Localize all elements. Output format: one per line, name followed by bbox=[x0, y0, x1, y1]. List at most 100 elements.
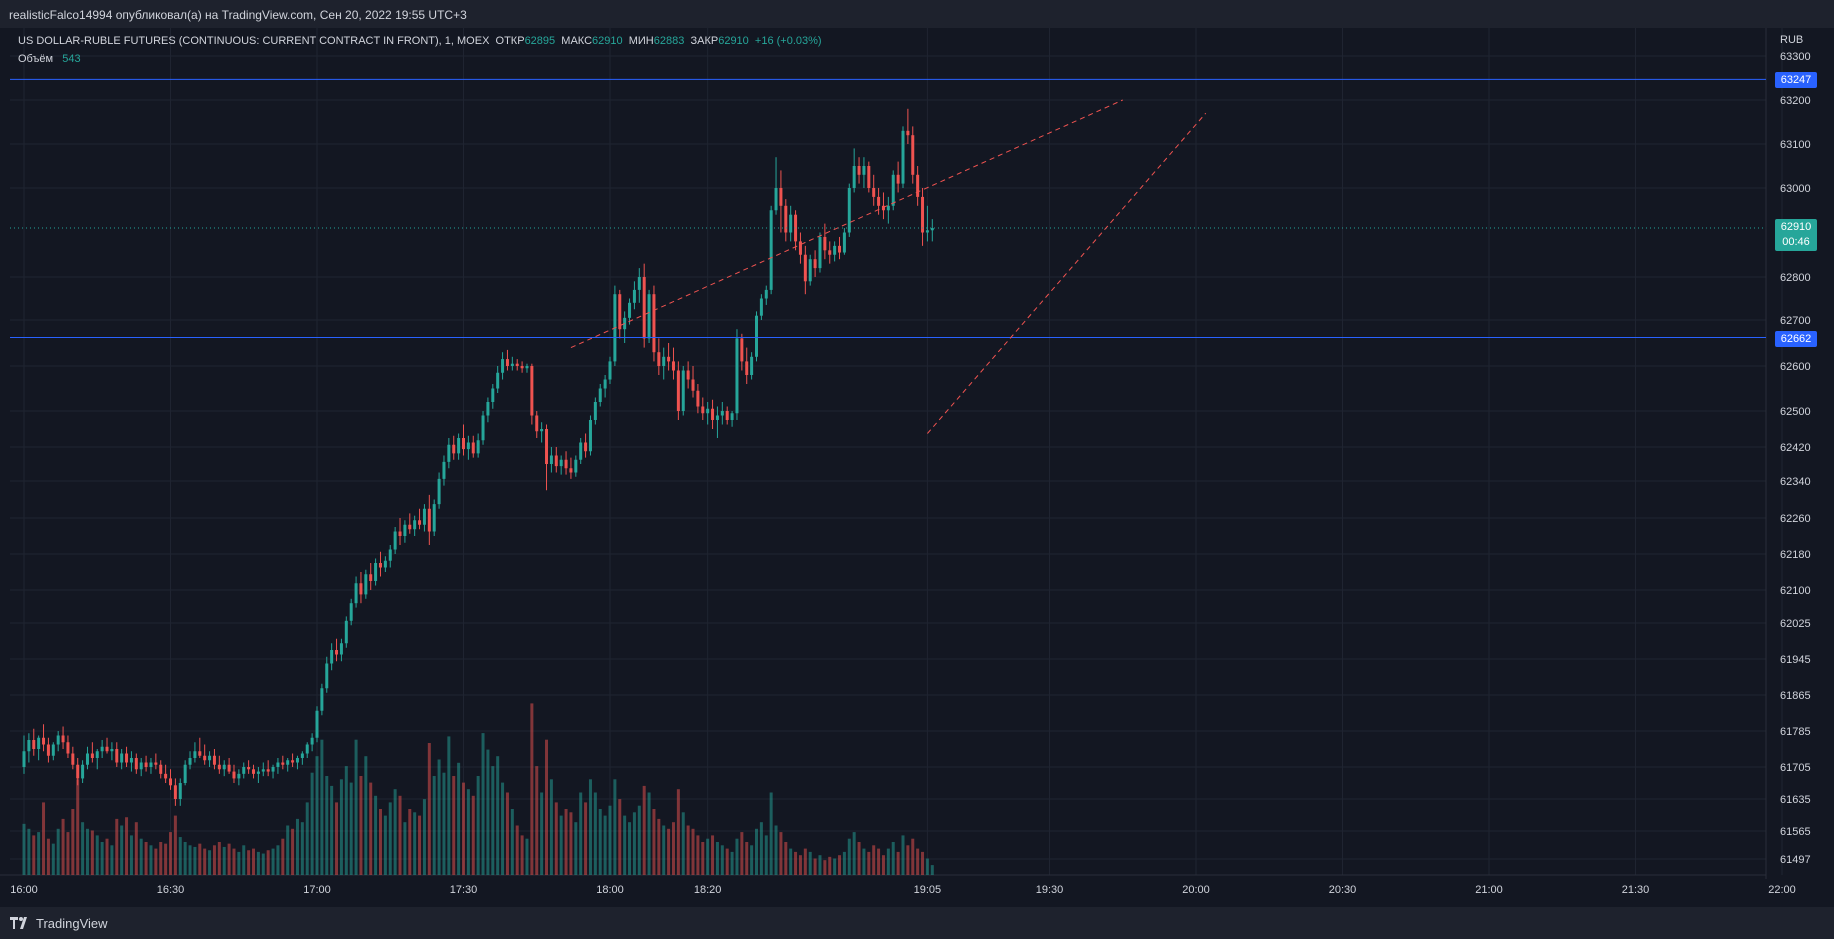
candle-body bbox=[530, 366, 534, 416]
volume-bar bbox=[911, 838, 915, 875]
candle-body bbox=[281, 762, 285, 765]
candle-body bbox=[437, 478, 441, 505]
price-tick-label: 62700 bbox=[1780, 315, 1811, 327]
volume-bar bbox=[813, 858, 817, 875]
volume-bar bbox=[755, 828, 758, 875]
volume-bar bbox=[462, 782, 465, 875]
candle-body bbox=[725, 411, 729, 420]
candle-body bbox=[222, 764, 226, 770]
volume-bar bbox=[676, 789, 680, 875]
candle-body bbox=[652, 294, 656, 353]
volume-bar bbox=[618, 799, 622, 875]
candle-body bbox=[486, 402, 490, 416]
volume-bar bbox=[549, 779, 553, 875]
volume-bar bbox=[637, 805, 641, 875]
candle-body bbox=[564, 459, 568, 469]
price-chart[interactable]: 63300 63200 63100 63000 62800 62700 62600 62500… bbox=[0, 28, 1834, 907]
candle-body bbox=[642, 277, 646, 339]
volume-bar bbox=[46, 838, 50, 875]
candle-body bbox=[242, 767, 246, 774]
volume-bar bbox=[281, 838, 285, 875]
volume-bar bbox=[427, 743, 431, 875]
tradingview-logo[interactable]: TradingView bbox=[10, 914, 108, 932]
candle-body bbox=[393, 531, 397, 550]
volume-bar bbox=[408, 809, 412, 875]
candle-body bbox=[466, 442, 470, 450]
high-value: 62910 bbox=[592, 35, 623, 47]
candle-body bbox=[549, 455, 553, 464]
candle-body bbox=[525, 366, 529, 369]
volume-bar bbox=[496, 756, 500, 875]
volume-bar bbox=[242, 845, 246, 875]
volume-bar bbox=[178, 837, 182, 875]
candle-body bbox=[452, 444, 456, 454]
candle-body bbox=[388, 549, 392, 561]
symbol-name: US DOLLAR-RUBLE FUTURES (CONTINUOUS: CUR… bbox=[18, 35, 490, 47]
candle-body bbox=[383, 560, 387, 568]
volume-bar bbox=[413, 812, 417, 875]
volume-bar bbox=[886, 848, 890, 875]
candle-body bbox=[877, 196, 881, 206]
volume-bar bbox=[320, 739, 324, 875]
level-tag-upper: 63247 bbox=[1775, 72, 1817, 88]
candle-body bbox=[750, 356, 754, 375]
candle-body bbox=[154, 762, 158, 765]
candle-body bbox=[61, 735, 65, 743]
candle-body bbox=[662, 356, 666, 366]
volume-bar bbox=[129, 835, 133, 875]
candle-body bbox=[686, 370, 690, 380]
candle-body bbox=[149, 762, 153, 767]
volume-bar bbox=[896, 851, 900, 875]
volume-bar bbox=[359, 776, 363, 875]
volume-bar bbox=[671, 822, 675, 875]
volume-bar bbox=[784, 842, 788, 875]
candle-body bbox=[667, 356, 671, 362]
candle-body bbox=[476, 440, 480, 454]
candle-body bbox=[208, 755, 212, 761]
volume-bar bbox=[374, 795, 378, 875]
candle-body bbox=[261, 769, 265, 772]
volume-bar bbox=[652, 809, 656, 875]
time-tick-label: 18:00 bbox=[596, 884, 624, 896]
volume-bar bbox=[164, 843, 168, 875]
candle-body bbox=[535, 415, 539, 432]
candle-body bbox=[637, 277, 641, 290]
volume-bar bbox=[388, 802, 392, 875]
price-tick-label: 61785 bbox=[1780, 726, 1811, 738]
volume-bar bbox=[291, 828, 295, 875]
volume-bar bbox=[916, 848, 920, 875]
volume-bar bbox=[681, 812, 685, 875]
volume-bar bbox=[447, 736, 451, 875]
candle-body bbox=[496, 372, 500, 389]
candle-body bbox=[779, 188, 783, 206]
time-axis[interactable]: 16:00 16:30 17:00 17:30 18:00 18:20 19:05 19:30… bbox=[10, 884, 1796, 896]
price-tick-label: 61497 bbox=[1780, 854, 1811, 866]
volume-bar bbox=[921, 851, 925, 875]
volume-bar bbox=[330, 785, 334, 875]
volume-bar bbox=[466, 789, 470, 875]
volume-bar bbox=[925, 858, 929, 875]
volume-bar bbox=[110, 845, 114, 875]
candle-body bbox=[95, 751, 99, 758]
time-tick-label: 21:00 bbox=[1475, 884, 1503, 896]
candle-body bbox=[505, 359, 509, 366]
volume-bars bbox=[22, 703, 934, 875]
candle-body bbox=[115, 749, 119, 763]
volume-bar bbox=[276, 845, 280, 875]
volume-bar bbox=[862, 848, 866, 875]
time-tick-label: 18:20 bbox=[694, 884, 722, 896]
price-tick-label: 62100 bbox=[1780, 585, 1811, 597]
volume-bar bbox=[169, 832, 172, 875]
volume-bar bbox=[383, 815, 387, 875]
candle-body bbox=[100, 746, 104, 752]
volume-bar bbox=[398, 795, 402, 875]
volume-bar bbox=[232, 848, 236, 875]
candle-body bbox=[310, 737, 314, 745]
candle-body bbox=[510, 363, 514, 366]
price-axis[interactable]: 63300 63200 63100 63000 62800 62700 62600 62500… bbox=[1780, 51, 1811, 866]
candle-body bbox=[56, 735, 60, 745]
volume-bar bbox=[100, 842, 104, 875]
trend-lines bbox=[570, 99, 1207, 434]
candle-body bbox=[27, 740, 31, 752]
candle-body bbox=[823, 236, 827, 251]
